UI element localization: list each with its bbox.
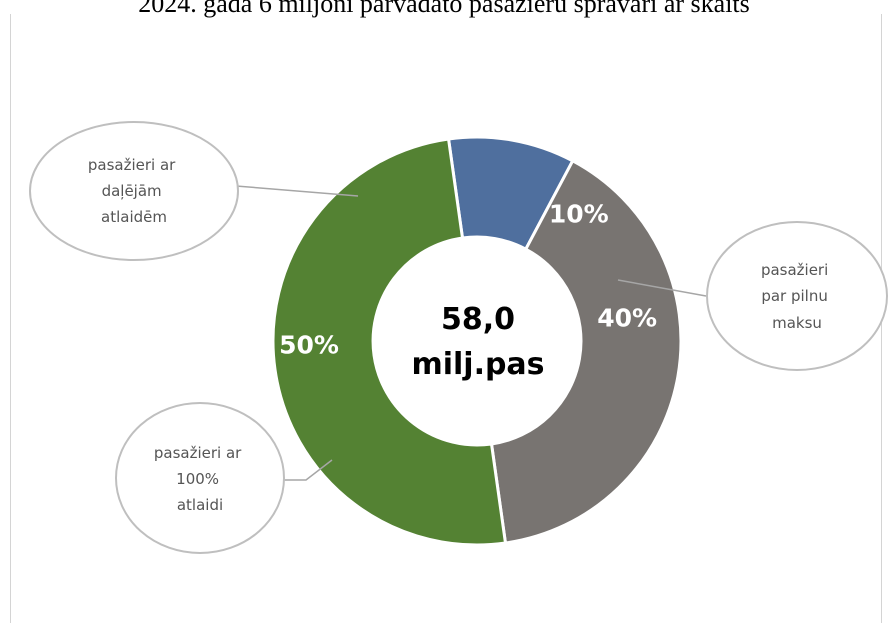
- callout-text-free: pasažieri ar 100% atlaidi: [154, 444, 246, 514]
- donut-slice-2: [489, 158, 683, 545]
- callout-leader-discount: [235, 185, 359, 197]
- center-value: 58,0: [441, 302, 515, 337]
- callout-bubble-discount: [29, 121, 239, 261]
- center-unit: milj.pas: [411, 347, 544, 382]
- callout-free-line-1: pasažieri ar: [154, 444, 242, 462]
- donut-slice-3: [271, 137, 508, 547]
- slice-labels: 10% 40% 50%: [279, 200, 657, 360]
- callout-leader-free: [282, 459, 333, 481]
- callout-full-line-3: maksu: [772, 314, 822, 332]
- donut-slices: [271, 135, 683, 547]
- callout-text-discount: pasažieri ar daļējām atlaidēm: [88, 156, 180, 226]
- callout-full-line-2: par pilnu: [761, 287, 828, 305]
- callout-free-line-3: atlaidi: [177, 496, 223, 514]
- callout-full-line-1: pasažieri: [761, 261, 828, 279]
- slice-label-1: 10%: [549, 200, 609, 229]
- callout-discount-line-1: pasažieri ar: [88, 156, 176, 174]
- callout-text-full: pasažieri par pilnu maksu: [761, 261, 833, 332]
- callout-leader-full: [617, 279, 707, 297]
- callout-bubble-free: [115, 402, 285, 554]
- slice-label-3: 50%: [279, 330, 339, 359]
- slice-label-2: 40%: [597, 303, 657, 332]
- chart-title: 2024. gadā 6 miljoni pārvadāto pasažieru…: [138, 0, 750, 18]
- callout-discount-line-3: atlaidēm: [101, 208, 167, 226]
- callout-free-line-2: 100%: [176, 470, 219, 488]
- callout-discount-line-2: daļējām: [102, 182, 162, 200]
- callout-bubble-full: [706, 221, 888, 371]
